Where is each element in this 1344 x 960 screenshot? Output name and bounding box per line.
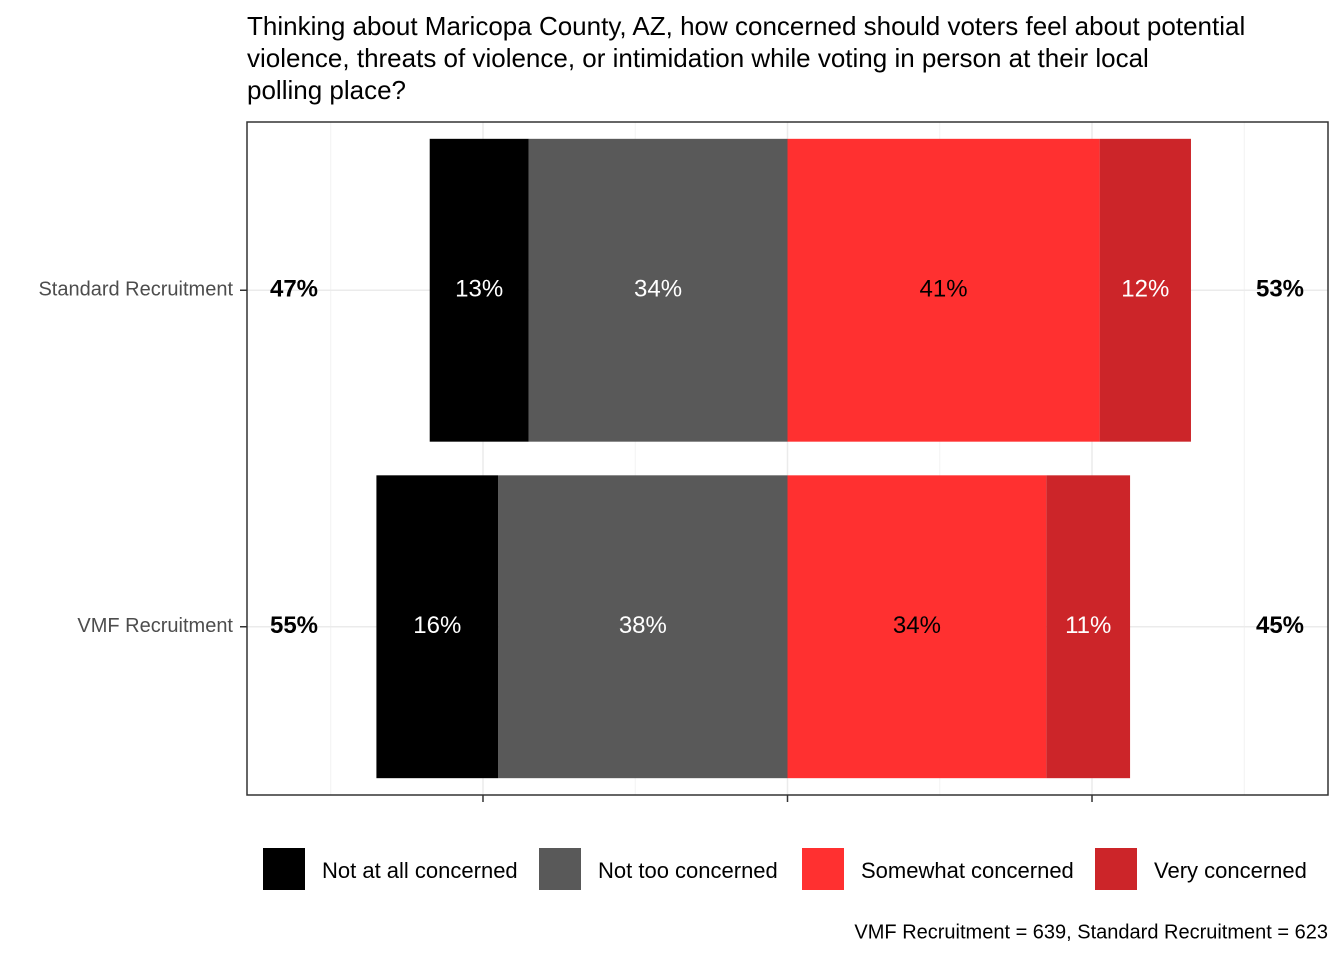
y-tick-label: Standard Recruitment <box>38 279 233 301</box>
plot-border <box>246 121 1329 796</box>
bar-segment <box>429 138 529 442</box>
data-label: 12% <box>1121 276 1169 303</box>
bar-segment <box>787 475 1047 779</box>
data-label: 34% <box>893 612 941 639</box>
data-label: 11% <box>1065 612 1111 639</box>
legend-label: Not too concerned <box>598 858 778 883</box>
data-label: 13% <box>455 276 503 303</box>
chart-title-line: polling place? <box>247 75 406 105</box>
legend-label: Somewhat concerned <box>861 858 1074 883</box>
bar-segment <box>498 475 788 779</box>
chart-title-line: violence, threats of violence, or intimi… <box>247 43 1149 73</box>
legend-swatch <box>539 848 581 890</box>
y-tick-label: VMF Recruitment <box>77 615 233 637</box>
bar-segment <box>376 475 499 779</box>
data-label: 34% <box>634 276 682 303</box>
data-label: 38% <box>619 612 667 639</box>
chart-title-line: Thinking about Maricopa County, AZ, how … <box>247 11 1245 41</box>
legend-swatch <box>263 848 305 890</box>
bar-segment <box>1099 138 1191 442</box>
left-total: 55% <box>270 612 318 639</box>
legend-swatch <box>1095 848 1137 890</box>
legend-label: Very concerned <box>1154 858 1307 883</box>
bar-segment <box>528 138 788 442</box>
data-label: 16% <box>413 612 461 639</box>
legend-swatch <box>802 848 844 890</box>
legend-label: Not at all concerned <box>322 858 518 883</box>
data-label: 41% <box>920 276 968 303</box>
right-total: 45% <box>1256 612 1304 639</box>
right-total: 53% <box>1256 276 1304 303</box>
left-total: 47% <box>270 276 318 303</box>
bar-segment <box>1046 475 1131 779</box>
bar-segment <box>787 138 1100 442</box>
caption: VMF Recruitment = 639, Standard Recruitm… <box>854 921 1328 943</box>
